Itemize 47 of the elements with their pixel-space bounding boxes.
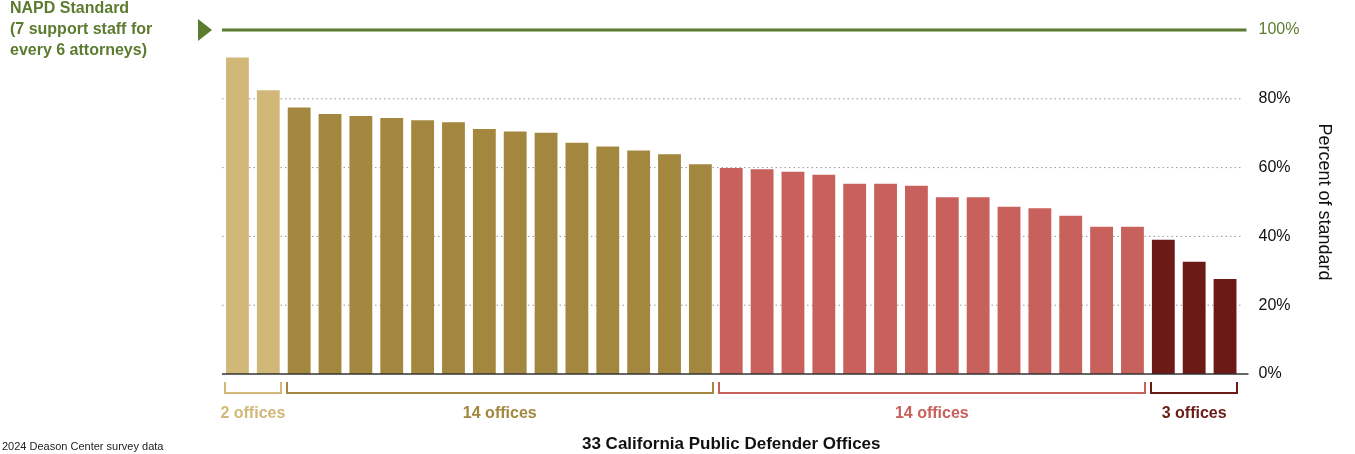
bar: [596, 146, 620, 374]
bar: [1059, 215, 1083, 374]
bar: [380, 118, 404, 374]
bar: [658, 154, 681, 374]
bar: [1090, 226, 1114, 374]
bar: [1213, 279, 1237, 374]
bar: [318, 113, 342, 374]
y-tick-label: 100%: [1258, 20, 1300, 38]
y-tick-label: 0%: [1258, 364, 1282, 382]
ref-line-label: NAPD Standard (7 support staff for every 6 attorneys): [10, 0, 153, 59]
bar: [843, 183, 867, 374]
bar: [627, 150, 651, 374]
bar: [534, 132, 558, 374]
bar: [997, 206, 1021, 374]
bar: [226, 57, 249, 374]
bar: [565, 142, 589, 374]
bar: [287, 107, 311, 374]
y-tick-label: 40%: [1258, 226, 1291, 244]
bar: [812, 174, 836, 374]
y-tick-label: 60%: [1258, 158, 1291, 176]
text: 14 offices: [894, 404, 969, 422]
bar: [750, 169, 774, 374]
bar: [472, 129, 496, 374]
text: 2 offices: [220, 404, 286, 422]
bar: [719, 167, 743, 374]
text: 3 offices: [1161, 404, 1227, 422]
bar: [1182, 261, 1206, 374]
bar: [905, 185, 928, 374]
bar: [503, 131, 527, 374]
bar: [874, 183, 897, 374]
bar: [256, 90, 280, 374]
y-tick-label: 80%: [1258, 89, 1291, 107]
bar: [1028, 208, 1052, 374]
bar: [411, 120, 435, 374]
bar: [442, 122, 465, 374]
bar: [935, 197, 959, 374]
bar: [688, 164, 712, 374]
bar: [966, 197, 990, 374]
x-axis-title: 33 California Public Defender Offices: [581, 433, 881, 453]
y-axis-title: Percent of standard: [1315, 123, 1336, 281]
bar: [1151, 239, 1175, 374]
text: 14 offices: [462, 404, 537, 422]
y-tick-label: 20%: [1258, 295, 1291, 313]
bar: [1121, 226, 1144, 374]
bar: [349, 116, 373, 374]
bar: [781, 171, 805, 374]
text: 2024 Deason Center survey data: [2, 439, 165, 452]
